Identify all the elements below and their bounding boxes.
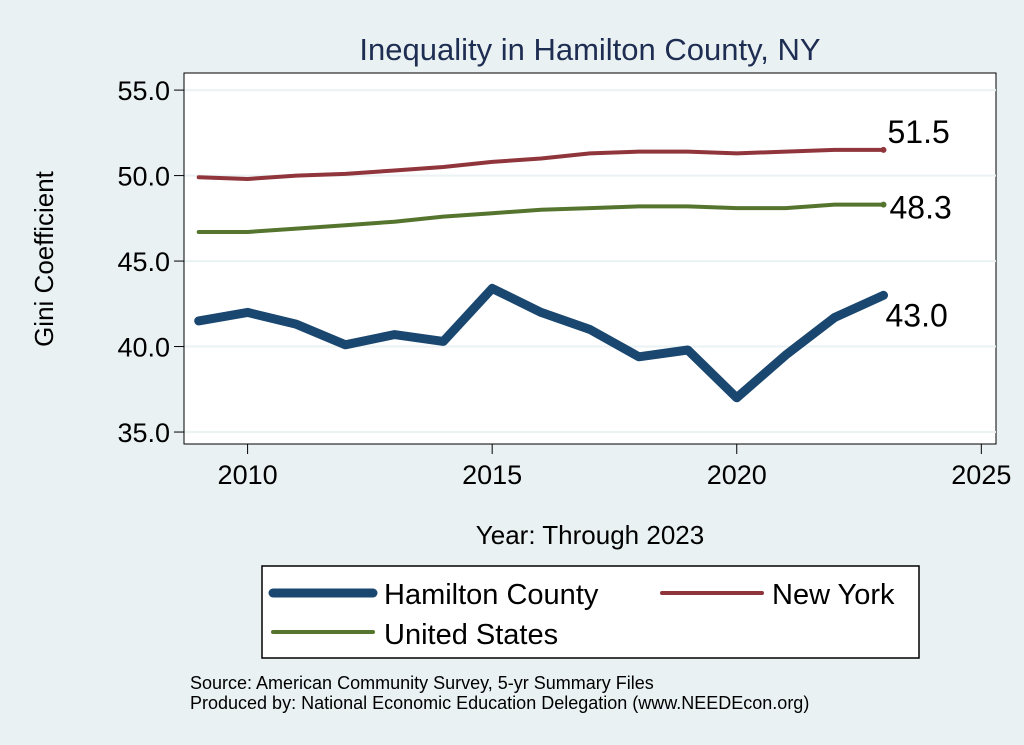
y-tick-label: 40.0 <box>117 333 170 363</box>
legend-label-united-states: United States <box>384 619 558 651</box>
y-tick-label: 35.0 <box>117 418 170 448</box>
series-line-hamilton-county <box>194 283 888 403</box>
end-label-new-york: 51.5 <box>887 114 949 150</box>
series-lines <box>194 146 888 403</box>
chart-title: Inequality in Hamilton County, NY <box>359 32 820 67</box>
legend-box <box>261 565 920 659</box>
y-tick-label: 45.0 <box>117 247 170 277</box>
x-axis: 2010 2015 2020 2025 <box>184 443 1011 490</box>
x-tick-label: 2020 <box>707 460 767 490</box>
end-point-new-york <box>880 146 887 153</box>
y-axis: 35.0 40.0 45.0 50.0 55.0 <box>117 73 185 448</box>
legend-label-new-york: New York <box>772 579 895 611</box>
end-point-hamilton-county <box>879 291 888 300</box>
y-tick-label: 50.0 <box>117 162 170 192</box>
x-tick-label: 2010 <box>218 460 278 490</box>
end-label-hamilton-county: 43.0 <box>885 297 947 333</box>
x-tick-label: 2015 <box>462 460 522 490</box>
legend-label-hamilton-county: Hamilton County <box>384 579 599 611</box>
end-labels: 43.0 51.5 48.3 <box>885 114 951 333</box>
plot-area <box>183 72 997 445</box>
produced-by-note: Produced by: National Economic Education… <box>190 693 809 713</box>
x-axis-label: Year: Through 2023 <box>476 520 704 550</box>
x-tick-label: 2025 <box>951 460 1011 490</box>
series-line-united-states <box>196 202 886 234</box>
source-note: Source: American Community Survey, 5-yr … <box>190 673 654 693</box>
legend: Hamilton County New York United States <box>261 565 920 659</box>
end-label-united-states: 48.3 <box>889 190 951 226</box>
y-axis-label: Gini Coefficient <box>29 170 59 347</box>
series-line-new-york <box>196 147 886 181</box>
end-point-united-states <box>880 201 887 208</box>
y-tick-label: 55.0 <box>117 76 170 106</box>
